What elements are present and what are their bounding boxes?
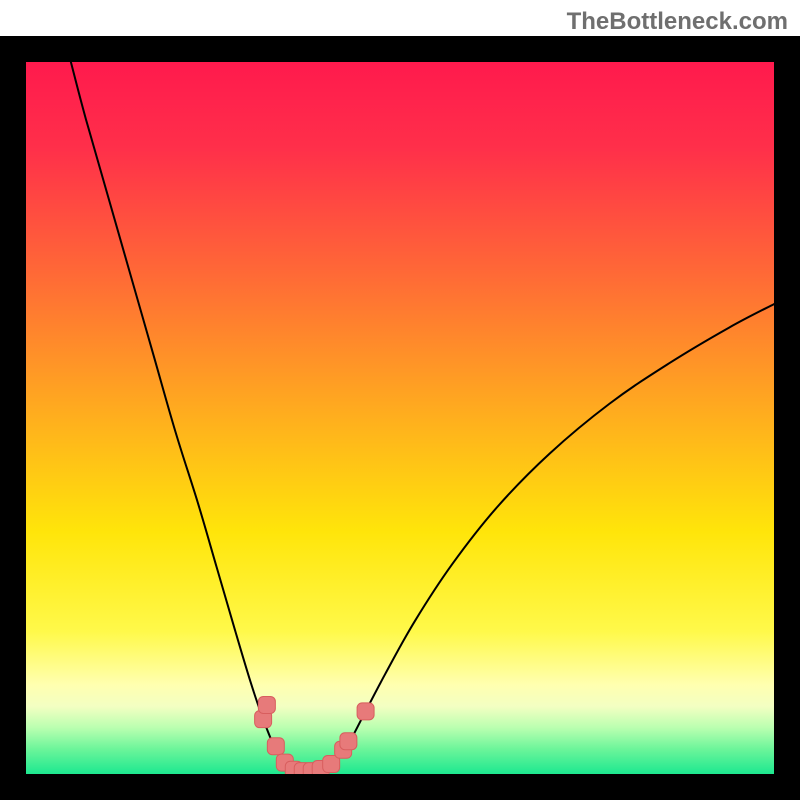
chart-svg [26,62,774,774]
data-marker [258,696,275,713]
data-marker [357,703,374,720]
curve-right [321,304,774,772]
watermark-text: TheBottleneck.com [567,8,788,36]
data-marker [340,733,357,750]
plot-area [26,62,774,774]
data-marker [267,738,284,755]
curve-left [71,62,299,772]
